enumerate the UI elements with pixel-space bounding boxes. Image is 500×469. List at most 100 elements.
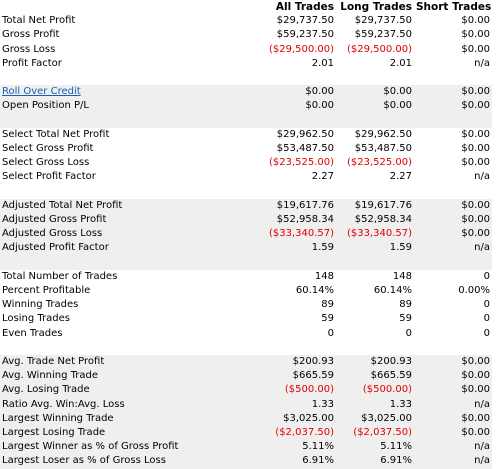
- value-cell: $200.93: [336, 355, 414, 370]
- value-cell: $3,025.00: [336, 411, 414, 427]
- row: Select Profit Factor 2.27 2.27 n/a: [0, 170, 492, 184]
- row: Total Number of Trades 148 148 0: [0, 270, 492, 284]
- value-cell: $29,737.50: [354, 15, 412, 27]
- value-cell: ($2,037.50): [336, 426, 414, 441]
- value-cell: 89: [399, 299, 412, 311]
- spacer-cell: [336, 71, 414, 85]
- spacer-cell: [336, 185, 414, 199]
- label-cell: Avg. Winning Trade: [0, 369, 262, 384]
- value-cell: 2.01: [311, 57, 334, 69]
- label-cell: Select Total Net Profit: [2, 128, 110, 140]
- value-cell: 0: [483, 313, 490, 325]
- row: Select Gross Loss ($23,525.00) ($23,525.00…: [0, 156, 492, 170]
- value-cell: 89: [321, 299, 334, 311]
- value-cell: $53,487.50: [354, 143, 412, 154]
- value-cell: $0.00: [262, 85, 336, 100]
- spacer-cell: [0, 255, 262, 270]
- row: Largest Losing Trade ($2,037.50) ($2,037.5…: [0, 426, 492, 441]
- row: Adjusted Gross Loss ($33,340.57) ($33,340.…: [0, 227, 492, 242]
- label-cell: Gross Profit: [2, 29, 60, 41]
- spacer-cell: [262, 113, 336, 128]
- value-cell: $0.00: [461, 15, 490, 27]
- column-header: All Trades: [275, 1, 334, 13]
- spacer-row: [0, 341, 492, 355]
- value-cell: $59,237.50: [276, 29, 334, 41]
- value-cell: 0: [483, 270, 490, 282]
- value-cell: $19,617.76: [336, 198, 414, 213]
- row: Select Gross Profit $53,487.50 $53,487.50 $…: [0, 142, 492, 156]
- value-cell: $29,962.50: [276, 128, 334, 140]
- value-cell: 0: [327, 327, 334, 339]
- label-cell: Even Trades: [2, 327, 63, 339]
- value-cell: n/a: [414, 440, 492, 455]
- value-cell: $52,958.34: [336, 213, 414, 228]
- value-cell: n/a: [414, 454, 492, 469]
- row: Select Total Net Profit $29,962.50 $29,962…: [0, 128, 492, 142]
- value-cell: ($500.00): [262, 383, 336, 398]
- value-cell: $0.00: [414, 227, 492, 242]
- row: Total Net Profit $29,737.50 $29,737.50 $0.0…: [0, 14, 492, 28]
- row: Even Trades 0 0 0: [0, 327, 492, 341]
- label-cell: Avg. Losing Trade: [0, 383, 262, 398]
- row: Losing Trades 59 59 0: [0, 312, 492, 326]
- value-cell: $53,487.50: [276, 143, 334, 154]
- value-cell: ($500.00): [336, 383, 414, 398]
- value-cell: $0.00: [461, 43, 490, 55]
- value-cell: 2.27: [311, 171, 334, 183]
- value-cell: $0.00: [336, 99, 414, 114]
- row: Largest Winner as % of Gross Profit 5.11%…: [0, 440, 492, 455]
- label-cell: Largest Winner as % of Gross Profit: [0, 440, 262, 455]
- label-cell: Largest Winning Trade: [0, 411, 262, 427]
- row: Gross Profit $59,237.50 $59,237.50 $0.00: [0, 28, 492, 42]
- spacer-cell: [336, 341, 414, 355]
- row: Avg. Losing Trade ($500.00) ($500.00) $0.00: [0, 383, 492, 398]
- label-cell: Losing Trades: [2, 313, 70, 325]
- value-cell: 59: [321, 313, 334, 325]
- section: Avg. Trade Net Profit $200.93 $200.93 $0.00…: [0, 355, 492, 469]
- section: Roll Over Credit $0.00 $0.00 $0.00 Open Posi…: [0, 85, 492, 128]
- spacer-row: [0, 71, 492, 85]
- value-cell: $29,737.50: [276, 15, 334, 27]
- link[interactable]: Roll Over Credit: [2, 86, 81, 98]
- column-header: Short Trades: [416, 1, 492, 13]
- row: Percent Profitable 60.14% 60.14% 0.00%: [0, 284, 492, 298]
- value-cell: $200.93: [262, 355, 336, 370]
- spacer-row: [0, 113, 492, 128]
- spacer-cell: [414, 113, 492, 128]
- value-cell: $19,617.76: [262, 198, 336, 213]
- label-cell: Adjusted Gross Profit: [0, 213, 262, 228]
- label-cell: Adjusted Total Net Profit: [0, 198, 262, 213]
- spacer-cell: [0, 341, 262, 355]
- spacer-cell: [414, 255, 492, 270]
- label-cell: Select Profit Factor: [2, 171, 96, 183]
- value-cell: $665.59: [336, 369, 414, 384]
- value-cell: 5.11%: [336, 440, 414, 455]
- row: Adjusted Total Net Profit $19,617.76 $19,6…: [0, 198, 492, 213]
- section: Total Number of Trades 148 148 0 Percent Pro…: [0, 270, 492, 355]
- section: Total Net Profit $29,737.50 $29,737.50 $0.0…: [0, 14, 492, 85]
- label-cell: Winning Trades: [2, 299, 79, 311]
- spacer-row: [0, 255, 492, 270]
- value-cell: 0: [483, 327, 490, 339]
- row: Roll Over Credit $0.00 $0.00 $0.00: [0, 85, 492, 100]
- value-cell: $0.00: [262, 99, 336, 114]
- value-cell: 2.01: [389, 57, 412, 69]
- row: Ratio Avg. Win:Avg. Loss 1.33 1.33 n/a: [0, 397, 492, 412]
- header-spacer: [0, 0, 262, 14]
- row: Avg. Trade Net Profit $200.93 $200.93 $0.00: [0, 355, 492, 370]
- value-cell: $665.59: [262, 369, 336, 384]
- value-cell: $0.00: [414, 411, 492, 427]
- label-cell: Profit Factor: [2, 57, 62, 69]
- value-cell: ($2,037.50): [262, 426, 336, 441]
- value-cell: ($33,340.57): [262, 227, 336, 242]
- value-cell: 6.91%: [262, 454, 336, 469]
- spacer-cell: [414, 185, 492, 199]
- value-cell: ($23,525.00): [268, 157, 334, 169]
- spacer-cell: [262, 185, 336, 199]
- value-cell: 60.14%: [295, 285, 334, 296]
- value-cell: 60.14%: [373, 285, 412, 296]
- value-cell: 59: [399, 313, 412, 325]
- value-cell: $59,237.50: [354, 29, 412, 41]
